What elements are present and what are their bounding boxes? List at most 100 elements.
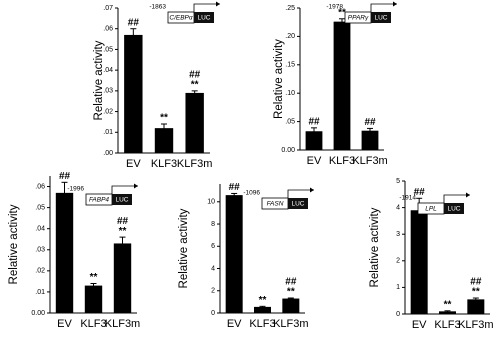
x-tick-label: EV — [412, 319, 427, 331]
significance-mark: ## — [128, 17, 140, 28]
x-tick-label: EV — [126, 158, 141, 170]
promoter-arrow — [193, 3, 220, 12]
x-tick-label: KLF3m — [105, 318, 140, 330]
gene-name: PPARγ — [348, 15, 369, 22]
reporter-name: LUC — [447, 206, 460, 213]
bar — [254, 306, 271, 313]
y-tick-label: .00 — [103, 150, 113, 157]
bar — [410, 210, 428, 314]
y-tick-label: 3 — [396, 231, 400, 238]
reporter-name: LUC — [291, 201, 304, 208]
y-axis-label: Relative activity — [8, 204, 20, 284]
gene-name: LPL — [425, 206, 437, 213]
y-tick-label: .06 — [103, 26, 113, 33]
bar — [113, 243, 132, 313]
significance-mark: ** — [119, 226, 127, 237]
y-tick-label: 8 — [211, 221, 215, 228]
bar — [439, 311, 456, 314]
y-tick-label: .05 — [103, 46, 113, 53]
significance-mark: ## — [470, 277, 482, 288]
significance-mark: ** — [90, 272, 98, 283]
gene-name: C/EBPα — [169, 15, 193, 22]
significance-mark: ** — [160, 113, 168, 124]
y-axis-label: Relative activity — [273, 39, 285, 119]
arrow-head — [310, 187, 314, 193]
y-tick-label: 2 — [396, 258, 400, 265]
promoter-arrow — [111, 185, 138, 194]
promoter-position: -1996 — [67, 186, 84, 193]
significance-mark: ## — [285, 277, 297, 288]
significance-mark: ## — [117, 216, 129, 227]
reporter-name: LUC — [115, 197, 128, 204]
reporter-box — [194, 12, 214, 23]
bar — [225, 195, 243, 313]
y-tick-label: 0 — [211, 310, 215, 317]
bar — [185, 92, 204, 153]
significance-mark: ** — [259, 295, 267, 306]
promoter-arrow — [370, 3, 397, 12]
x-tick-label: KLF3m — [458, 319, 493, 331]
y-tick-label: 10 — [207, 199, 215, 206]
promoter-position: -1863 — [149, 4, 166, 11]
reporter-box — [444, 203, 464, 214]
arrow-head — [466, 192, 470, 198]
reporter-name: LUC — [197, 15, 210, 22]
x-tick-label: EV — [227, 318, 242, 330]
bar — [467, 299, 485, 314]
y-tick-label: 6 — [211, 243, 215, 250]
arrow-head — [216, 1, 220, 7]
significance-mark: ## — [229, 182, 241, 193]
significance-mark: ** — [444, 299, 452, 310]
bar — [361, 130, 379, 150]
significance-mark: ## — [308, 116, 320, 127]
promoter-arrow — [287, 189, 314, 198]
significance-mark: ## — [189, 69, 201, 80]
y-tick-label: .05 — [285, 118, 295, 125]
promoter-position: -1978 — [326, 4, 343, 11]
x-tick-label: KLF3 — [329, 155, 355, 167]
gene-name: FABP4 — [89, 197, 109, 204]
x-tick-label: EV — [307, 155, 322, 167]
bar — [282, 298, 300, 313]
significance-mark: ** — [338, 7, 346, 18]
y-tick-label: 2 — [211, 288, 215, 295]
promoter-position: -1914 — [399, 195, 416, 202]
significance-mark: ** — [287, 287, 295, 298]
y-tick-label: .15 — [285, 62, 295, 69]
y-tick-label: .06 — [35, 183, 45, 190]
reporter-box — [371, 12, 391, 23]
significance-mark: ## — [414, 187, 426, 198]
y-tick-label: .02 — [35, 268, 45, 275]
y-tick-label: .25 — [285, 5, 295, 12]
arrow-head — [134, 183, 138, 189]
y-tick-label: .02 — [103, 108, 113, 115]
y-tick-label: 0 — [396, 311, 400, 318]
bar — [333, 21, 351, 150]
y-tick-label: .10 — [285, 90, 295, 97]
y-tick-label: .03 — [35, 247, 45, 254]
bar — [124, 34, 143, 153]
y-axis-label: Relative activity — [369, 207, 381, 287]
arrow-head — [393, 1, 397, 7]
y-tick-label: .01 — [35, 289, 45, 296]
x-tick-label: KLF3m — [177, 158, 212, 170]
y-tick-label: 1 — [396, 284, 400, 291]
y-axis-label: Relative activity — [178, 208, 190, 288]
x-tick-label: KLF3 — [151, 158, 177, 170]
y-tick-label: .20 — [285, 33, 295, 40]
significance-mark: ** — [191, 79, 199, 90]
significance-mark: ## — [59, 171, 71, 182]
reporter-box — [112, 194, 132, 205]
promoter-arrow — [443, 194, 470, 203]
bar — [55, 192, 74, 313]
x-tick-label: KLF3m — [352, 155, 387, 167]
y-tick-label: .05 — [35, 204, 45, 211]
y-tick-label: 0.00 — [31, 310, 45, 317]
y-tick-label: .04 — [35, 226, 45, 233]
bar — [305, 131, 323, 150]
bar — [84, 285, 103, 313]
reporter-box — [288, 198, 308, 209]
y-tick-label: .01 — [103, 129, 113, 136]
x-tick-label: KLF3 — [434, 319, 460, 331]
y-tick-label: 0.00 — [281, 147, 295, 154]
